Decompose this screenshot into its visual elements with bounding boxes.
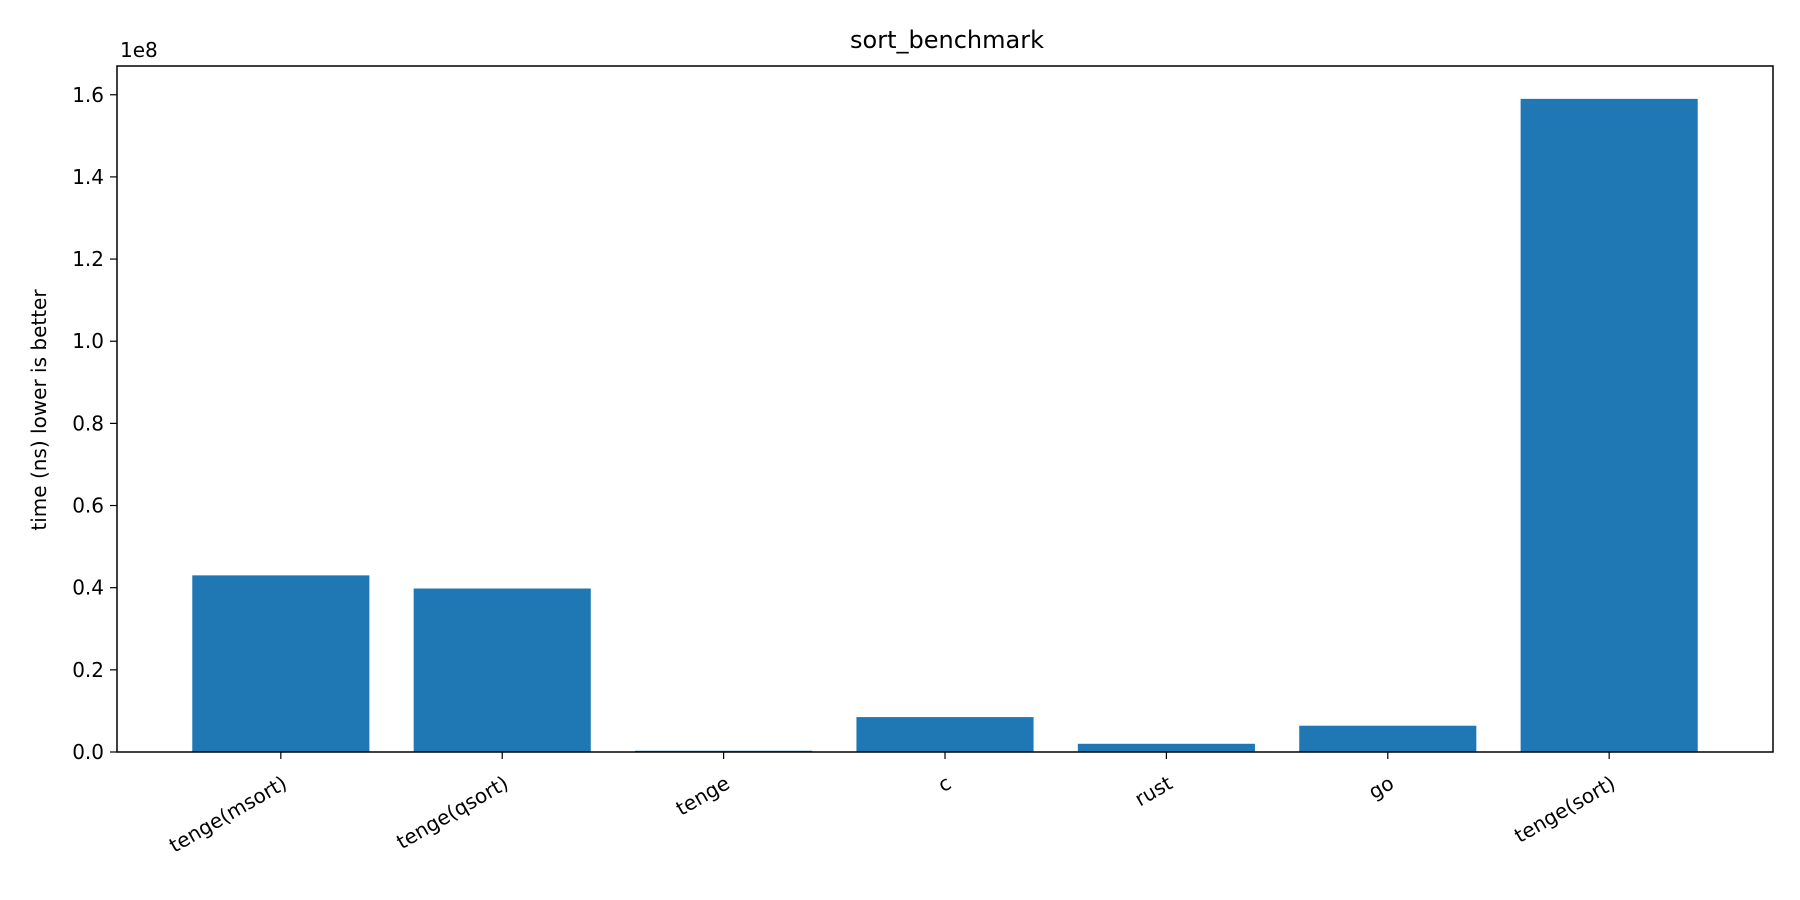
y-tick-label: 0.4	[72, 576, 104, 600]
bar-rust	[1077, 743, 1255, 752]
bar-tenge(qsort)	[413, 588, 591, 752]
y-tick-label: 1.0	[72, 329, 104, 353]
bar-tenge(sort)	[1520, 98, 1698, 752]
x-tick-label: rust	[1131, 771, 1177, 811]
x-tick-label: go	[1364, 771, 1398, 804]
y-tick-label: 0.6	[72, 494, 104, 518]
y-tick-label: 0.0	[72, 740, 104, 764]
chart-title: sort_benchmark	[850, 26, 1044, 54]
bar-go	[1299, 725, 1477, 752]
x-axis: tenge(msort) tenge(qsort) tenge c rust go teng…	[165, 752, 1619, 857]
bar-tenge(msort)	[192, 575, 370, 752]
x-tick-label: tenge(qsort)	[392, 771, 512, 854]
plot-frame	[116, 65, 1774, 753]
y-tick-label: 0.2	[72, 658, 104, 682]
y-tick-label: 1.6	[72, 83, 104, 107]
bars-group	[192, 98, 1698, 752]
x-tick-label: tenge(msort)	[165, 771, 291, 858]
y-axis: 0.0 0.2 0.4 0.6 0.8 1.0 1.2 1.4 1.6	[72, 83, 117, 764]
y-axis-label: time (ns) lower is better	[27, 289, 51, 531]
x-tick-label: c	[934, 771, 956, 797]
bar-c	[856, 717, 1034, 752]
y-tick-label: 1.4	[72, 165, 104, 189]
y-axis-offset-label: 1e8	[120, 38, 158, 62]
x-tick-label: tenge	[672, 771, 734, 821]
y-tick-label: 1.2	[72, 247, 104, 271]
y-tick-label: 0.8	[72, 411, 104, 435]
x-tick-label: tenge(sort)	[1510, 771, 1619, 848]
